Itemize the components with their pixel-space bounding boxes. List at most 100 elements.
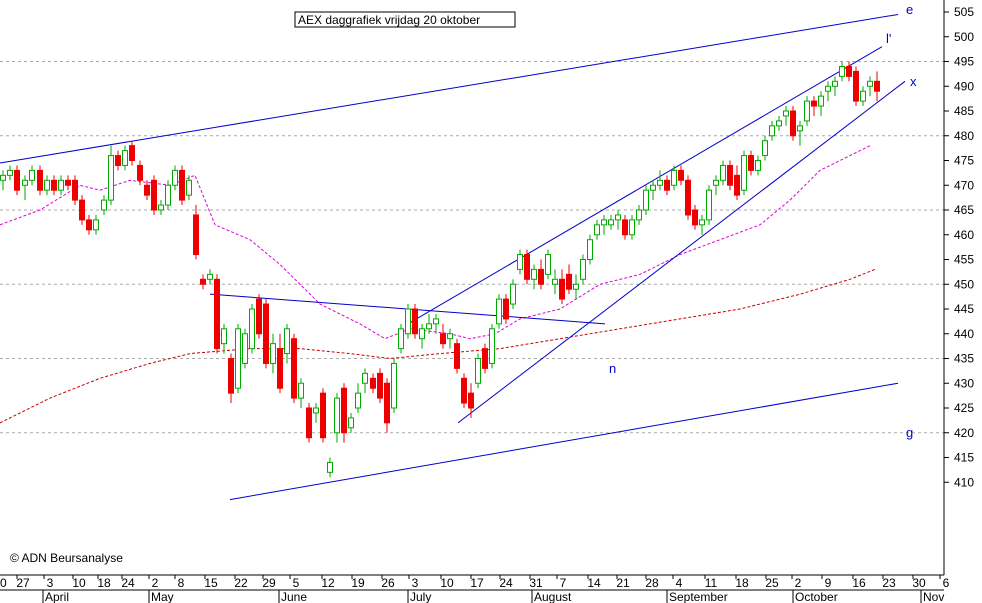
candle-body-up — [713, 179, 719, 186]
candle-body-up — [58, 179, 64, 191]
x-day-label: 26 — [381, 576, 395, 590]
candle-body-down — [291, 338, 297, 399]
candle-body-up — [517, 254, 523, 270]
x-day-label: 24 — [121, 576, 135, 590]
y-tick-label: 485 — [954, 104, 974, 118]
candle-body-up — [334, 397, 340, 434]
x-day-label: 2 — [152, 576, 159, 590]
trendline-4 — [229, 382, 899, 501]
candle-body-up — [93, 219, 99, 231]
trendline-label: g — [906, 425, 913, 440]
y-tick-label: 410 — [954, 475, 974, 489]
candle-body-down — [214, 278, 220, 350]
y-tick-label: 500 — [954, 30, 974, 44]
candle-body-up — [629, 219, 635, 236]
candle-body-down — [341, 387, 347, 434]
candle-body-up — [643, 189, 649, 211]
candle-body-up — [186, 179, 192, 196]
candle-body-up — [207, 273, 213, 280]
candle-body-down — [263, 303, 269, 364]
candles — [0, 61, 880, 478]
x-day-label: 25 — [765, 576, 779, 590]
x-day-label: 27 — [16, 576, 30, 590]
candle-body-up — [355, 392, 361, 409]
candle-body-up — [573, 283, 579, 290]
candle-body-down — [440, 333, 446, 345]
candle-body-down — [384, 382, 390, 424]
candle-body-up — [706, 189, 712, 221]
candle-body-up — [797, 125, 803, 132]
y-tick-label: 505 — [954, 5, 974, 19]
candle-body-up — [447, 333, 453, 340]
candle-body-up — [776, 120, 782, 127]
candle-body-down — [790, 110, 796, 137]
x-day-label: 23 — [882, 576, 896, 590]
x-month-label: June — [281, 590, 307, 603]
candle-body-down — [306, 407, 312, 439]
candle-body-down — [811, 100, 817, 107]
candle-body-up — [158, 204, 164, 211]
x-day-label: 28 — [645, 576, 659, 590]
candle-body-down — [256, 298, 262, 335]
candle-body-up — [580, 259, 586, 280]
candle-body-up — [398, 328, 404, 350]
candle-body-up — [44, 179, 50, 191]
candle-body-up — [22, 179, 28, 186]
x-day-label: 10 — [72, 576, 86, 590]
candle-body-up — [7, 169, 13, 176]
candle-body-down — [37, 169, 43, 191]
trendline-label: x — [910, 74, 917, 89]
candle-body-down — [277, 348, 283, 389]
candle-body-up — [657, 179, 663, 186]
candle-body-up — [348, 417, 354, 429]
candle-body-down — [559, 278, 565, 300]
candle-body-up — [615, 214, 621, 221]
candle-body-down — [228, 358, 234, 394]
moving-averages — [0, 145, 876, 424]
moving-average-long — [0, 268, 876, 424]
candle-body-up — [284, 328, 290, 355]
x-day-label: 18 — [97, 576, 111, 590]
candle-body-down — [734, 174, 740, 196]
candle-body-up — [165, 184, 171, 206]
axes — [0, 0, 945, 591]
y-tick-label: 480 — [954, 129, 974, 143]
y-tick-label: 440 — [954, 327, 974, 341]
candle-body-up — [804, 100, 810, 122]
x-day-label: 7 — [560, 576, 567, 590]
x-month-label: October — [795, 590, 838, 603]
x-day-labels: 2027310182428152229512192631017243171421… — [0, 575, 950, 590]
candle-body-up — [270, 343, 276, 364]
x-day-label: 5 — [293, 576, 300, 590]
candle-body-down — [566, 273, 572, 290]
candle-body-up — [433, 318, 439, 325]
x-month-label: August — [534, 590, 572, 603]
y-tick-label: 475 — [954, 154, 974, 168]
candle-body-up — [489, 328, 495, 364]
x-day-label: 9 — [825, 576, 832, 590]
candle-body-up — [699, 219, 705, 226]
x-day-label: 14 — [587, 576, 601, 590]
candle-body-down — [370, 377, 376, 389]
candle-body-up — [755, 160, 761, 171]
y-tick-label: 455 — [954, 253, 974, 267]
x-day-label: 12 — [321, 576, 335, 590]
candle-body-down — [193, 214, 199, 256]
candle-body-up — [405, 308, 411, 335]
y-tick-label: 470 — [954, 178, 974, 192]
trendline-label: n — [609, 361, 616, 376]
candle-body-down — [115, 155, 121, 166]
candle-body-down — [72, 179, 78, 201]
candle-body-up — [741, 155, 747, 191]
candle-body-up — [426, 323, 432, 330]
y-tick-label: 435 — [954, 352, 974, 366]
candle-body-up — [552, 278, 558, 285]
x-month-label: July — [410, 590, 431, 603]
x-day-label: 22 — [234, 576, 248, 590]
candle-body-up — [362, 372, 368, 384]
candle-body-down — [748, 155, 754, 171]
candle-body-up — [122, 150, 128, 166]
candle-body-down — [524, 254, 530, 280]
x-day-label: 21 — [616, 576, 630, 590]
